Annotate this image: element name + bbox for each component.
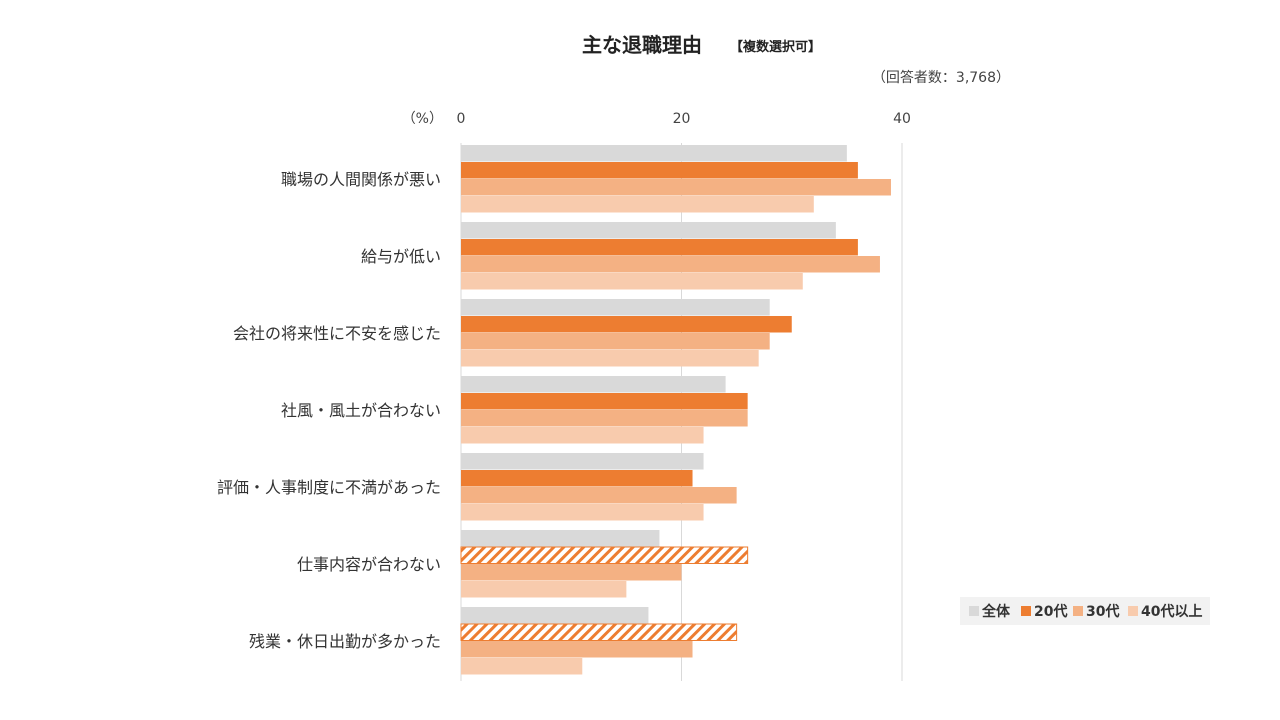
legend-label: 30代 [1086,603,1119,620]
bar [461,239,858,256]
x-tick-label: 0 [457,111,466,127]
legend-swatch [1128,606,1138,616]
category-label: 評価・人事制度に不満があった [217,478,441,497]
legend-background [960,597,1210,625]
chart-title: 主な退職理由 [582,33,702,57]
bar [461,299,770,316]
bars [460,145,891,675]
bar [461,333,770,350]
bar [460,546,749,564]
x-tick-label: 20 [673,111,691,127]
bar [461,658,583,675]
category-label: 残業・休日出勤が多かった [249,632,441,651]
bar [461,504,704,521]
legend-item: 30代 [1073,603,1119,620]
bar [461,641,693,658]
legend-swatch [1073,606,1083,616]
bar [461,453,704,470]
bar [461,316,792,333]
category-label: 社風・風土が合わない [281,401,441,420]
bar [461,222,836,239]
bar [461,470,693,487]
legend-label: 全体 [981,603,1011,620]
bar [461,487,737,504]
bar [461,607,649,624]
legend-label: 20代 [1034,603,1067,620]
legend-item: 全体 [969,603,1011,620]
legend-swatch [969,606,979,616]
legend-label: 40代以上 [1141,603,1202,620]
bar [461,376,726,393]
x-tick-label: 40 [893,111,911,127]
bar [461,256,880,273]
bar [461,162,858,179]
respondent-count-note: （回答者数：3,768） [872,69,1010,86]
legend: 全体 20代 30代 40代以上 [960,597,1210,625]
category-label: 会社の将来性に不安を感じた [233,324,441,343]
bar [461,179,891,196]
category-label: 仕事内容が合わない [297,555,441,574]
bar [461,410,748,427]
chart-subtitle: 【複数選択可】 [730,39,821,55]
category-labels: 職場の人間関係が悪い給与が低い会社の将来性に不安を感じた社風・風土が合わない評価… [217,170,441,651]
bar [461,393,748,410]
category-label: 職場の人間関係が悪い [281,170,441,189]
x-axis-ticks: 0 20 40 [457,111,911,127]
unit-label: （%） [402,111,443,127]
bar [461,145,847,162]
legend-item: 20代 [1021,603,1067,620]
legend-swatch [1021,606,1031,616]
legend-item: 40代以上 [1128,603,1202,620]
bar [461,350,759,367]
bar [461,564,682,581]
bar [461,530,660,547]
bar [461,273,803,290]
bar [461,196,814,213]
bar [461,427,704,444]
bar [460,623,738,641]
bar [461,581,627,598]
category-label: 給与が低い [361,247,441,266]
